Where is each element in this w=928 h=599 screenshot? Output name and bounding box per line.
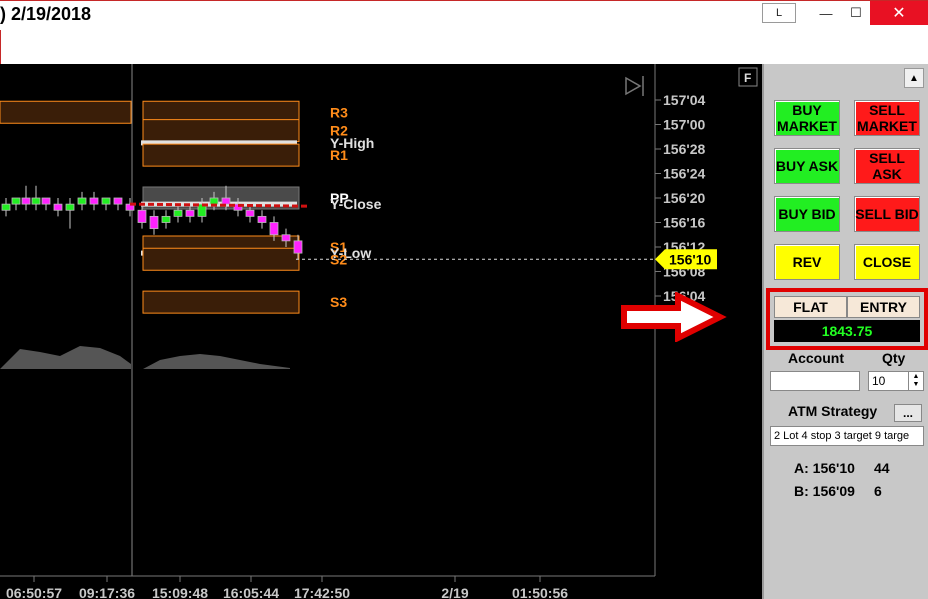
order-panel: ▲ BUY MARKET SELL MARKET BUY ASK SELL ASK BUY B…: [762, 64, 928, 599]
candle-body: [137, 209, 147, 223]
bid-size: 6: [874, 483, 882, 499]
buy-ask-button[interactable]: BUY ASK: [774, 148, 840, 184]
sell-market-button[interactable]: SELL MARKET: [854, 100, 920, 136]
f-button-label: F: [744, 71, 751, 85]
position-box: FLAT ENTRY 1843.75: [766, 288, 928, 350]
rev-button[interactable]: REV: [774, 244, 840, 280]
time-tick-label: 17:42:50: [294, 585, 350, 599]
account-label: Account: [788, 350, 844, 366]
time-tick-label: 16:05:44: [223, 585, 279, 599]
candle-body: [11, 197, 21, 205]
ask-size: 44: [874, 460, 890, 476]
title-bar: ) 2/19/2018 L — ☐ ✕: [0, 0, 928, 31]
position-status: FLAT: [774, 296, 847, 318]
sell-bid-button[interactable]: SELL BID: [854, 196, 920, 232]
minimize-icon[interactable]: —: [819, 5, 833, 21]
qty-field[interactable]: 10 ▲ ▼: [868, 371, 924, 391]
qty-label: Qty: [882, 350, 906, 366]
price-tick-label: 157'04: [663, 92, 705, 108]
candle-body: [161, 215, 171, 223]
candle-body: [77, 197, 87, 205]
level-label-s3: S3: [330, 294, 347, 310]
maximize-icon[interactable]: ☐: [850, 5, 862, 20]
buy-bid-button[interactable]: BUY BID: [774, 196, 840, 232]
candle-body: [149, 215, 159, 230]
candle-body: [113, 197, 123, 205]
level-label-s1: S1: [330, 239, 347, 255]
level-label-r3: R3: [330, 104, 348, 120]
scroll-up-icon[interactable]: ▲: [904, 68, 924, 88]
level-zone-s3: [142, 290, 300, 314]
candle-body: [245, 209, 255, 217]
price-tick-label: 156'16: [663, 215, 705, 231]
price-tick-label: 156'24: [663, 166, 705, 182]
level-label-y-close: Y-Close: [330, 196, 382, 212]
level-label-pp: PP: [330, 190, 349, 206]
candle-body: [1, 203, 11, 211]
level-zone-r2: [142, 119, 300, 143]
bid-price: B: 156'09: [794, 483, 855, 499]
candle-body: [185, 209, 195, 217]
time-tick-label: 15:09:48: [152, 585, 208, 599]
time-tick-label: 09:17:36: [79, 585, 135, 599]
atm-strategy-value: 2 Lot 4 stop 3 target 9 targe: [774, 430, 910, 442]
close-button[interactable]: CLOSE: [854, 244, 920, 280]
entry-label: ENTRY: [847, 296, 920, 318]
candle-body: [89, 197, 99, 205]
candle-body: [41, 197, 51, 205]
current-price-label: 156'10: [669, 251, 711, 267]
candle-body: [269, 222, 279, 236]
level-label-r2: R2: [330, 123, 348, 139]
jump-to-end-icon[interactable]: [625, 76, 642, 96]
qty-stepper[interactable]: ▲ ▼: [908, 372, 923, 390]
time-tick-label: 01:50:56: [512, 585, 568, 599]
candle-body: [293, 240, 303, 254]
window-title: ) 2/19/2018: [0, 4, 92, 24]
level-label-r1: R1: [330, 147, 348, 163]
sell-ask-button[interactable]: SELL ASK: [854, 148, 920, 184]
candle-body: [257, 215, 267, 223]
price-tick-label: 156'20: [663, 190, 705, 206]
time-tick-label: 2/19: [441, 585, 468, 599]
level-label-y-high: Y-High: [330, 135, 374, 151]
entry-value: 1843.75: [774, 320, 920, 342]
account-field[interactable]: [770, 371, 860, 391]
current-price-badge: [655, 249, 717, 270]
candle-body: [31, 197, 41, 205]
volume-shade-left: [0, 346, 131, 369]
atm-strategy-label: ATM Strategy: [788, 403, 878, 419]
level-zone-s2: [142, 247, 300, 271]
price-tick-label: 157'00: [663, 117, 705, 133]
atm-strategy-select[interactable]: 2 Lot 4 stop 3 target 9 targe: [770, 426, 924, 446]
time-tick-label: 06:50:57: [6, 585, 62, 599]
candle-body: [209, 197, 219, 205]
level-label-y-low: Y-Low: [330, 245, 371, 261]
menu-bar: [0, 30, 928, 64]
level-zone-r1: [142, 143, 300, 167]
candle-body: [65, 203, 75, 211]
candle-body: [53, 203, 63, 211]
volume-shade-right: [143, 354, 290, 369]
ask-price: A: 156'10: [794, 460, 855, 476]
close-icon[interactable]: ✕: [870, 1, 928, 25]
annotation-arrow-icon: [621, 292, 727, 342]
candle-body: [21, 197, 31, 205]
atm-options-button[interactable]: ...: [894, 404, 922, 422]
price-tick-label: 156'28: [663, 141, 705, 157]
candle-body: [281, 234, 291, 242]
candle-body: [221, 197, 231, 205]
f-button[interactable]: [738, 67, 758, 87]
lock-button[interactable]: L: [762, 3, 796, 23]
level-zone-r3-prior: [0, 100, 132, 124]
qty-value: 10: [872, 374, 886, 388]
buy-market-button[interactable]: BUY MARKET: [774, 100, 840, 136]
candle-body: [173, 209, 183, 217]
candle-body: [101, 197, 111, 205]
